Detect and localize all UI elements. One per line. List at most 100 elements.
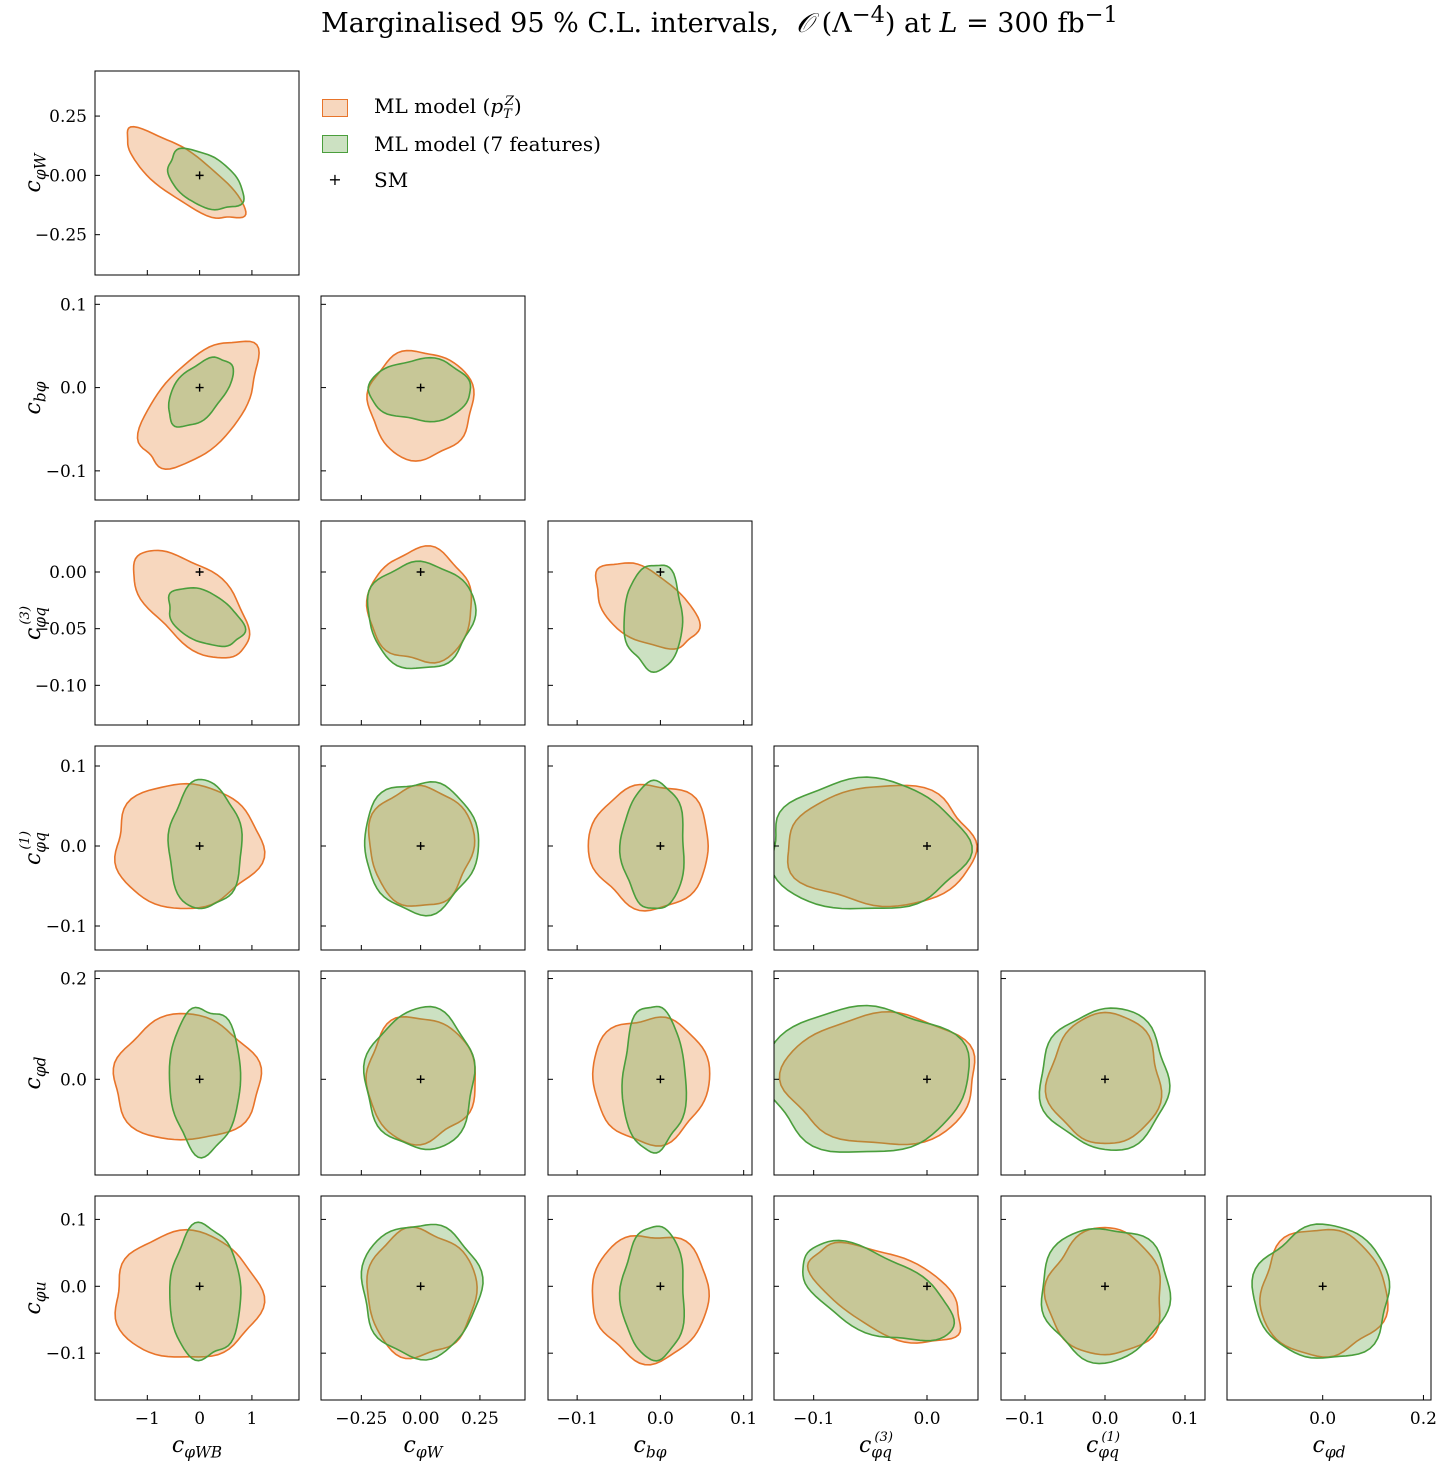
- sm-marker: [416, 1075, 425, 1084]
- panel-5-2: −0.1 0.0 0.1: [547, 1195, 757, 1429]
- contour-green: [618, 779, 685, 910]
- y-tick-label: 0.1: [60, 295, 87, 315]
- x-tick-label: 0.0: [1091, 1409, 1118, 1429]
- y-tick-label: 0.1: [60, 757, 87, 777]
- panel-3-2: [547, 745, 753, 951]
- x-axis-label: cφW: [404, 1433, 444, 1462]
- x-tick-label: 0.0: [913, 1409, 940, 1429]
- panel-4-3: [773, 970, 979, 1176]
- panel-frame: [94, 520, 300, 726]
- panel-3-0: −0.1 0.0 0.1: [46, 745, 300, 951]
- panel-5-4: −0.1 0.0 0.1: [1000, 1195, 1206, 1429]
- sm-marker: [656, 1282, 665, 1291]
- sm-marker: [923, 842, 931, 850]
- contour-green: [366, 560, 477, 670]
- contour-orange: [366, 1226, 478, 1360]
- x-tick-label: −0.1: [793, 1409, 834, 1429]
- contour-orange: [136, 340, 260, 471]
- contour-green: [774, 1004, 971, 1153]
- sm-marker: [656, 568, 665, 576]
- sm-marker: [1318, 1282, 1327, 1291]
- legend-label-green: ML model (7 features): [374, 132, 601, 156]
- contour-green: [363, 780, 480, 917]
- legend-item-sm: + SM: [318, 162, 601, 198]
- sm-marker: [416, 568, 425, 576]
- y-tick-label: 0.0: [60, 379, 87, 399]
- panel-frame: [1000, 970, 1206, 1176]
- contour-orange: [591, 1234, 711, 1366]
- x-axis-label: cφq(3): [859, 1430, 893, 1462]
- contour-green: [167, 586, 247, 648]
- y-tick-label: 0.0: [60, 837, 87, 857]
- sm-marker-icon: +: [328, 170, 342, 189]
- y-tick-label: 0.0: [60, 1277, 87, 1297]
- y-tick-label: 0.25: [49, 107, 87, 127]
- panel-2-2: [547, 520, 753, 726]
- x-tick-label: 0.2: [1410, 1409, 1437, 1429]
- y-tick-label: −0.1: [46, 1344, 87, 1364]
- contour-orange: [365, 545, 473, 664]
- sm-marker: [195, 1075, 204, 1084]
- contour-orange: [1044, 1011, 1163, 1145]
- x-tick-label: −0.1: [1004, 1409, 1045, 1429]
- panel-frame: [320, 295, 526, 501]
- panel-3-1: [320, 745, 526, 951]
- panel-frame: [94, 295, 300, 501]
- x-tick-label: 1: [247, 1409, 258, 1429]
- panel-frame: [1226, 1195, 1432, 1401]
- contour-orange: [1043, 1226, 1162, 1356]
- panel-4-1: [320, 970, 526, 1176]
- x-tick-label: 0.1: [730, 1409, 757, 1429]
- sm-marker: [416, 383, 425, 392]
- panel-3-3: [773, 745, 979, 951]
- x-tick-label: −0.1: [557, 1409, 598, 1429]
- y-tick-label: 0.0: [60, 1070, 87, 1090]
- y-tick-label: −0.25: [35, 226, 87, 246]
- y-axis-label: cφd: [21, 1056, 50, 1089]
- panel-1-1: [320, 295, 526, 501]
- panel-5-1: −0.25 0.00 0.25: [320, 1195, 526, 1429]
- panel-frame: [320, 1195, 526, 1401]
- contour-orange: [591, 1016, 711, 1147]
- sm-marker: [416, 1282, 425, 1291]
- contour-orange: [114, 1228, 266, 1358]
- contour-orange: [594, 562, 702, 650]
- x-axis-label: cbφ: [634, 1433, 667, 1462]
- legend-label-orange: ML model (pTZ): [374, 94, 522, 122]
- y-tick-label: 0.1: [60, 1210, 87, 1230]
- panel-0-0: −0.25 0.00 0.25: [35, 70, 300, 276]
- sm-marker: [195, 842, 204, 850]
- panel-frame: [547, 745, 753, 951]
- contour-green: [362, 1005, 476, 1151]
- sm-marker: [656, 842, 665, 850]
- panel-frame: [1000, 1195, 1206, 1401]
- x-tick-label: 0.25: [461, 1409, 499, 1429]
- panel-5-3: −0.1 0.0: [773, 1195, 979, 1429]
- contour-green: [623, 564, 684, 674]
- panel-4-0: 0.0 0.2: [60, 970, 300, 1176]
- panel-frame: [547, 970, 753, 1176]
- sm-marker: [1101, 1075, 1109, 1084]
- legend-item-orange: ML model (pTZ): [318, 90, 601, 126]
- sm-marker: [195, 1282, 204, 1291]
- sm-marker: [923, 1075, 931, 1084]
- sm-marker: [1101, 1282, 1109, 1291]
- x-tick-label: 0.0: [1309, 1409, 1336, 1429]
- legend-swatch-green: [322, 135, 348, 153]
- y-tick-label: 0.00: [49, 166, 87, 186]
- y-axis-label: cφu: [21, 1281, 50, 1314]
- panel-frame: [94, 70, 300, 276]
- panel-frame: [94, 1195, 300, 1401]
- x-axis-label: cφWB: [172, 1433, 222, 1462]
- contour-green: [169, 1221, 242, 1362]
- sm-marker: [195, 568, 204, 576]
- contour-green: [168, 1006, 242, 1159]
- sm-marker: [195, 171, 204, 180]
- contour-green: [167, 778, 243, 910]
- y-tick-label: −0.1: [46, 917, 87, 937]
- y-tick-label: 0.00: [49, 563, 87, 583]
- x-tick-label: 0.1: [1171, 1409, 1198, 1429]
- contour-green: [167, 356, 235, 428]
- x-axis-label: cφd: [1313, 1433, 1346, 1462]
- panel-frame: [94, 745, 300, 951]
